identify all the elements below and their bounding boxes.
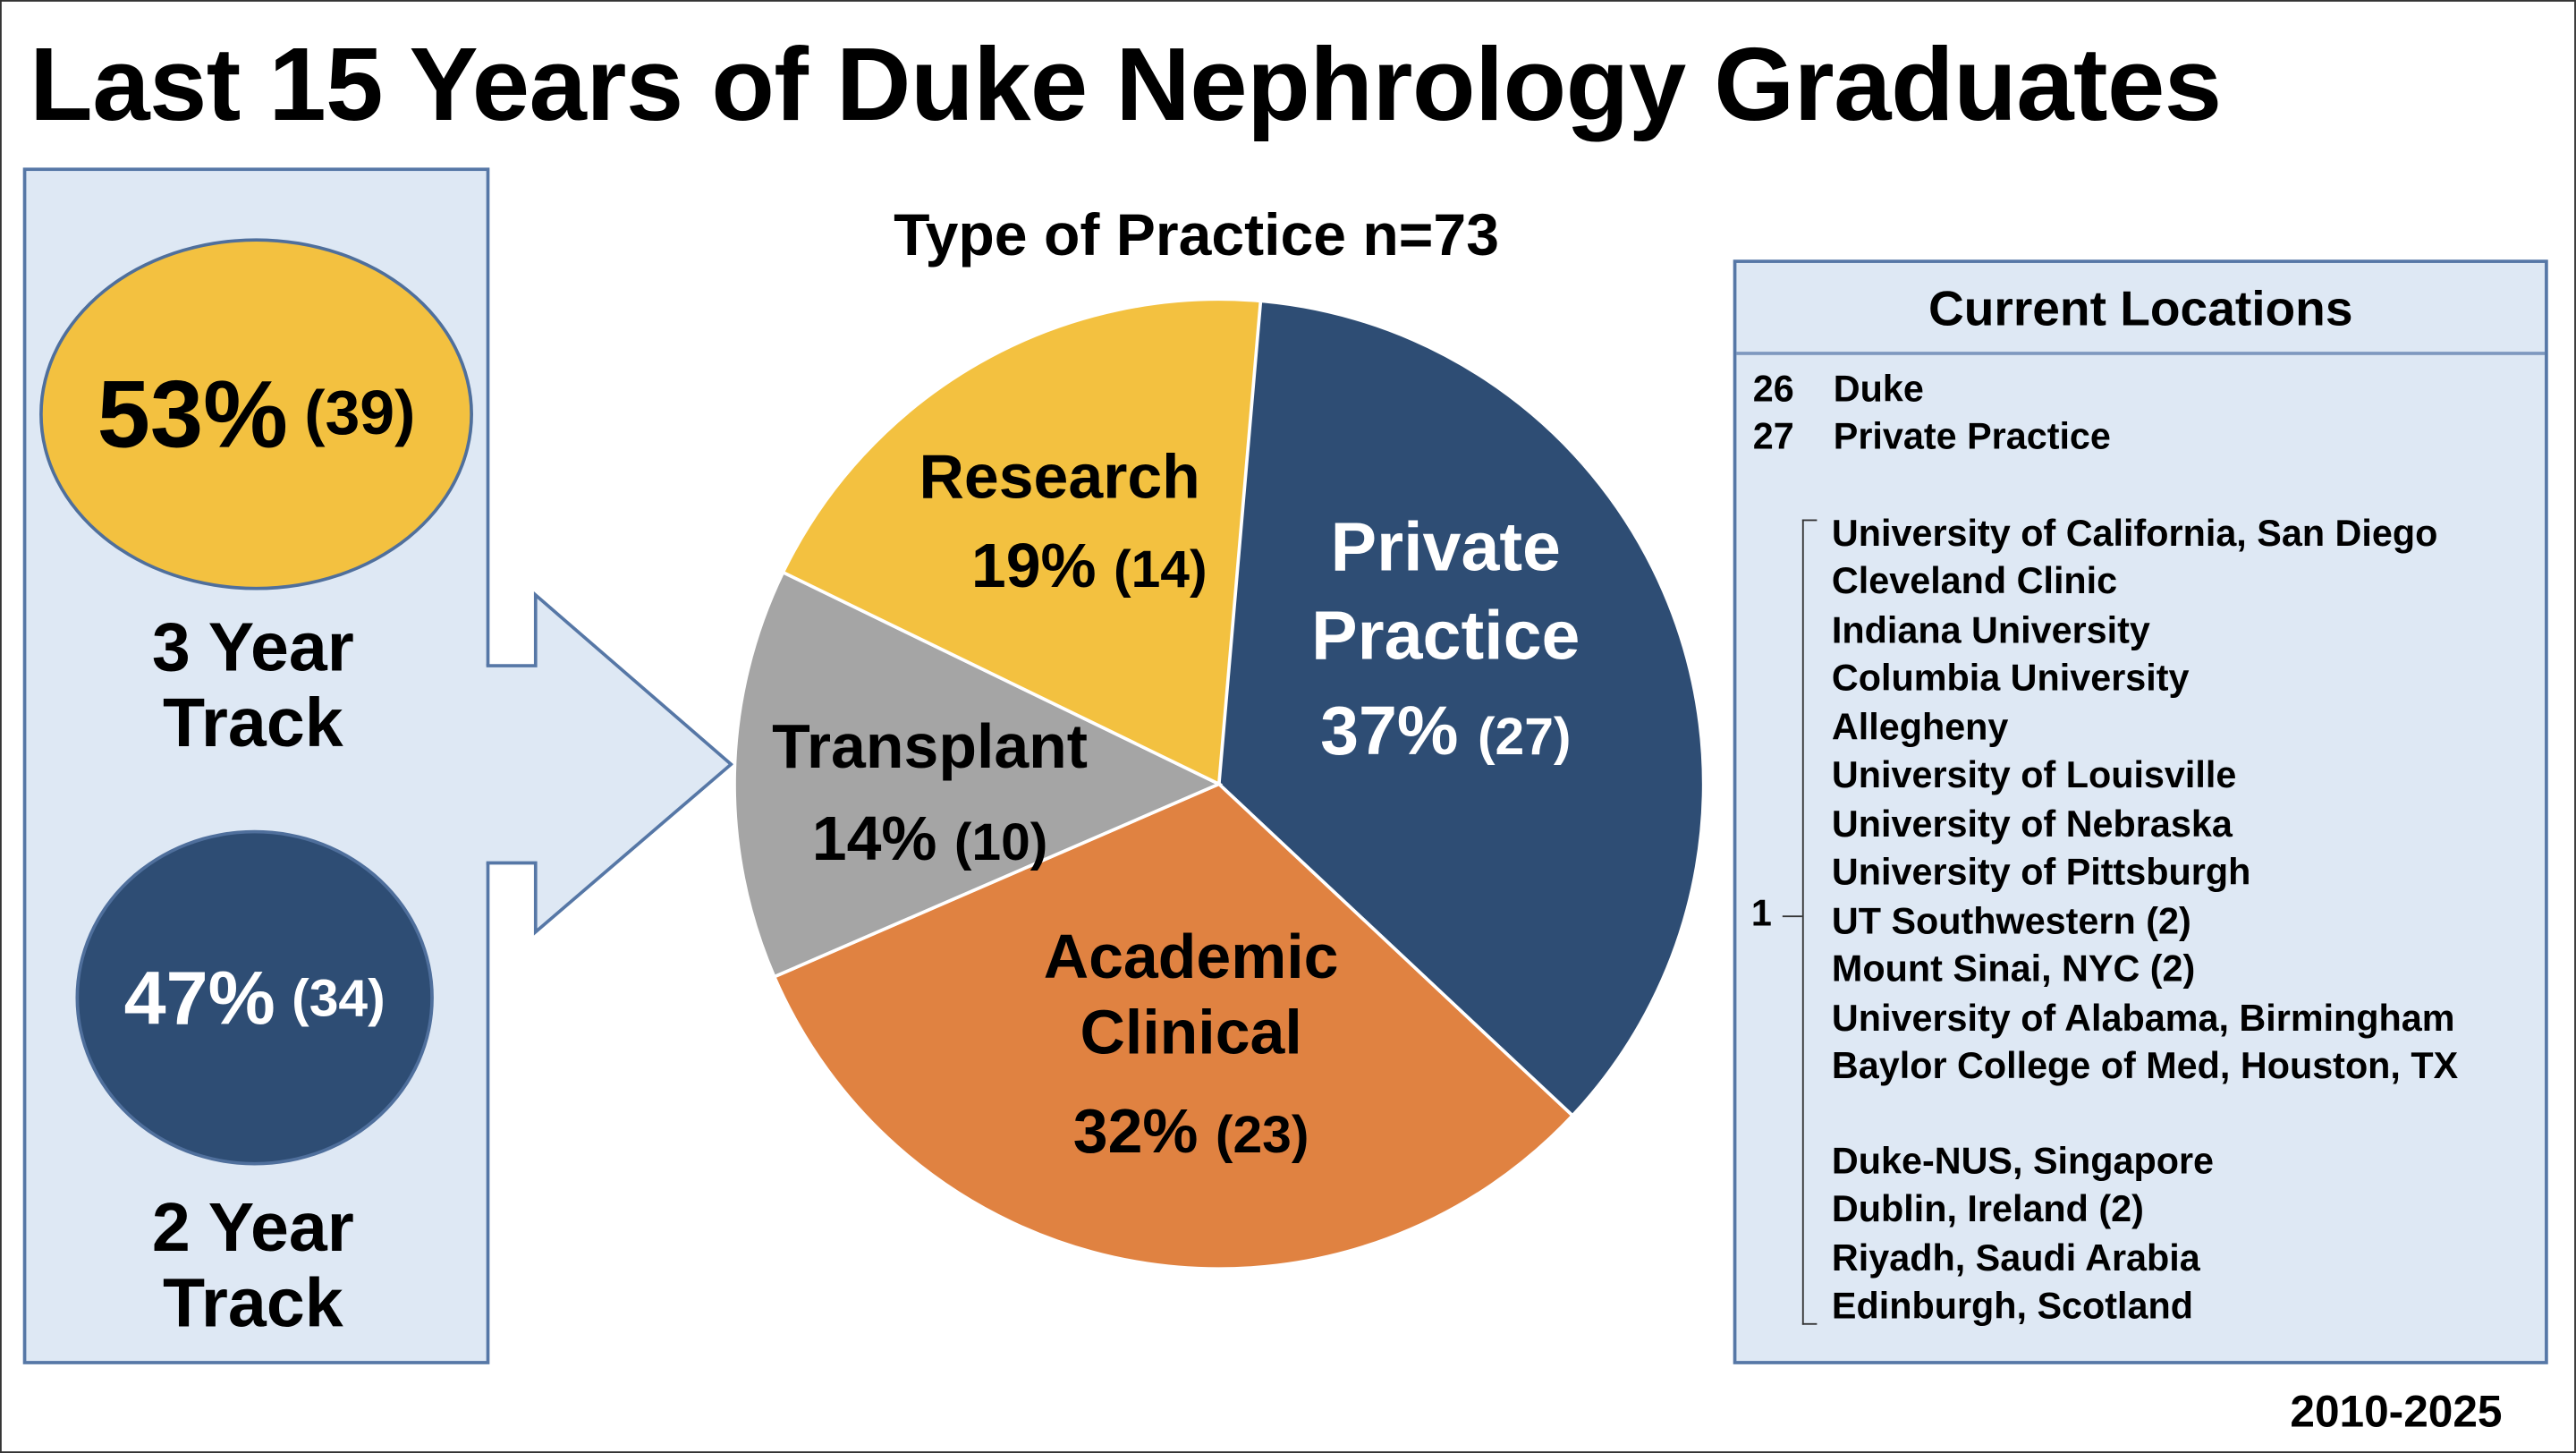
slice-percent: 32% — [1072, 1098, 1199, 1168]
group-bracket — [1801, 519, 1818, 1325]
location-name: Duke-NUS, Singapore — [1831, 1140, 2215, 1182]
three-year-track-circle: 53% (39) — [39, 238, 473, 591]
location-name: Mount Sinai, NYC (2) — [1831, 948, 2196, 990]
group-count: 1 — [1750, 892, 1772, 934]
three-year-count: (39) — [304, 378, 416, 448]
location-name: Dublin, Ireland (2) — [1831, 1189, 2144, 1230]
location-count: 26 — [1752, 368, 1794, 410]
location-name: Baylor College of Med, Houston, TX — [1831, 1045, 2459, 1087]
three-year-track-label: 3 Year Track — [23, 608, 483, 761]
three-year-percent: 53% — [97, 361, 288, 468]
year-range: 2010-2025 — [2290, 1387, 2503, 1437]
track-label-line: 3 Year — [151, 608, 354, 686]
pie-slice-academic — [772, 782, 1575, 1271]
bracket-tick — [1782, 915, 1802, 918]
location-name: Indiana University — [1831, 609, 2150, 651]
slice-name: Research — [919, 444, 1200, 514]
location-name: University of Alabama, Birmingham — [1831, 997, 2455, 1039]
slice-name: Practice — [1311, 596, 1580, 675]
slice-count: (14) — [1114, 539, 1208, 599]
two-year-track-circle: 47% (34) — [75, 829, 434, 1166]
slice-count: (27) — [1477, 706, 1572, 767]
slice-name: Transplant — [772, 713, 1089, 783]
track-label-line: Track — [163, 1263, 343, 1342]
location-name: University of Nebraska — [1831, 803, 2233, 845]
location-name: Cleveland Clinic — [1831, 561, 2118, 603]
slide-title: Last 15 Years of Duke Nephrology Graduat… — [30, 28, 2222, 143]
slice-percent: 19% — [970, 532, 1097, 602]
location-name: Private Practice — [1833, 416, 2111, 458]
location-name: Edinburgh, Scotland — [1831, 1286, 2193, 1328]
slice-label-research: Research 19% (14) — [907, 440, 1213, 607]
pie-slice-transplant — [733, 570, 1224, 980]
slice-percent: 37% — [1320, 692, 1459, 769]
location-name: University of California, San Diego — [1831, 513, 2438, 555]
locations-panel: Current Locations — [1733, 259, 2548, 1364]
location-count: 27 — [1752, 416, 1794, 458]
slice-label-transplant: Transplant 14% (10) — [766, 710, 1094, 879]
location-name: University of Pittsburgh — [1831, 851, 2251, 893]
slice-label-academic-clinical: Academic Clinical 32% (23) — [1019, 921, 1364, 1172]
location-name: University of Louisville — [1831, 754, 2237, 796]
track-label-line: Track — [163, 684, 343, 761]
pie-slice-private — [1216, 297, 1706, 1118]
two-year-percent: 47% — [123, 955, 275, 1041]
two-year-track-label: 2 Year Track — [23, 1188, 483, 1342]
slice-name: Clinical — [1080, 998, 1302, 1069]
slice-percent: 14% — [811, 805, 937, 875]
slice-name: Academic — [1043, 923, 1339, 993]
locations-title: Current Locations — [1736, 263, 2546, 355]
slice-name: Private — [1330, 507, 1561, 586]
two-year-count: (34) — [292, 967, 386, 1027]
slice-label-private-practice: Private Practice 37% (27) — [1298, 503, 1594, 780]
location-name: Riyadh, Saudi Arabia — [1831, 1237, 2200, 1279]
slice-count: (23) — [1215, 1104, 1309, 1164]
location-name: Allegheny — [1831, 706, 2009, 748]
location-name: UT Southwestern (2) — [1831, 899, 2191, 941]
track-label-line: 2 Year — [151, 1188, 354, 1266]
location-name: Duke — [1833, 368, 1924, 410]
slice-count: (10) — [953, 811, 1048, 871]
chart-title: Type of Practice n=73 — [894, 200, 1499, 268]
pie-slice-research — [780, 297, 1263, 787]
location-name: Columbia University — [1831, 658, 2190, 700]
